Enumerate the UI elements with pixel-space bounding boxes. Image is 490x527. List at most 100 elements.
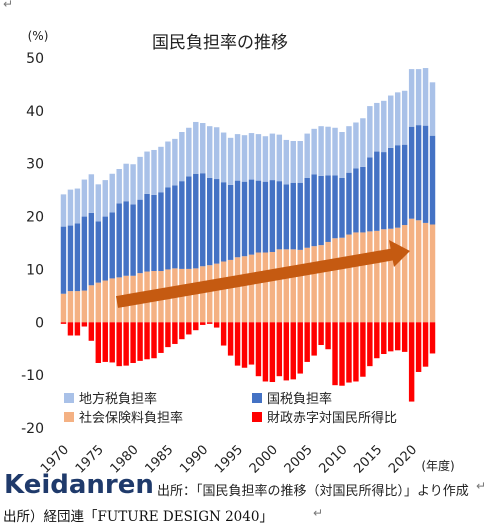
bar-segment	[304, 247, 310, 323]
bar-segment	[269, 180, 276, 252]
bar-segment	[269, 251, 276, 323]
bar-segment-deficit	[193, 322, 199, 331]
bar-segment-deficit	[248, 322, 255, 365]
bar-segment	[283, 139, 290, 185]
bar-segment	[60, 194, 67, 227]
bar-segment-deficit	[213, 322, 220, 328]
bar-segment	[137, 199, 143, 274]
bar-segment	[346, 126, 352, 173]
bar-segment	[401, 90, 408, 145]
bar-segment-deficit	[346, 322, 352, 383]
bar-segment	[206, 265, 213, 323]
bar-segment	[130, 164, 136, 205]
bar-segment	[193, 268, 199, 323]
bar-segment	[130, 204, 136, 276]
bar-segment-deficit	[179, 322, 185, 340]
y-tick-label: 10	[26, 262, 44, 278]
bar-segment-deficit	[415, 322, 422, 372]
bar-segment	[290, 140, 296, 183]
paragraph-return-mark-source: ↵	[476, 479, 487, 493]
bar-segment-deficit	[130, 322, 136, 363]
bar-segment	[367, 231, 373, 323]
bar-segment	[394, 92, 401, 146]
bar-segment	[158, 192, 164, 272]
bar-segment-deficit	[220, 322, 227, 346]
bar-segment	[88, 285, 95, 323]
bar-segment	[151, 194, 157, 272]
bar-segment	[415, 125, 422, 221]
bar-segment	[109, 212, 115, 279]
bar-segment	[95, 221, 102, 283]
bar-segment	[367, 106, 373, 158]
bar-segment	[381, 229, 387, 323]
keidanren-logo: Keidanren	[4, 470, 154, 500]
bar-segment-deficit	[60, 322, 67, 324]
bar-segment	[123, 201, 129, 276]
bar-segment-deficit	[158, 322, 164, 353]
bar-segment-deficit	[262, 322, 269, 382]
trend-arrow-shaft	[115, 248, 397, 308]
bar-segment-deficit	[102, 322, 108, 362]
bar-segment	[151, 149, 157, 195]
bar-segment	[227, 184, 234, 260]
y-tick-label: -20	[21, 421, 44, 437]
bar-segment	[353, 168, 359, 233]
bar-segment	[248, 254, 255, 323]
x-tick-label: 2005	[282, 443, 316, 477]
bar-segment-deficit	[374, 322, 380, 359]
bar-segment-deficit	[151, 322, 157, 359]
bar-segment	[255, 134, 262, 181]
bar-segment	[81, 216, 88, 291]
bar-segment	[374, 230, 380, 323]
y-tick-label: 20	[26, 210, 44, 226]
bar-segment	[332, 175, 338, 239]
bar-segment	[276, 181, 283, 250]
bar-segment	[297, 182, 303, 250]
bar-segment	[269, 133, 276, 181]
bar-segment	[165, 141, 171, 188]
bar-segment-deficit	[283, 322, 290, 381]
x-axis-label: (年度)	[421, 458, 454, 473]
y-axis-ticks: -20 -10 0 10 20 30 40 50	[21, 51, 44, 437]
bar-segment	[102, 216, 108, 281]
bar-segment	[234, 180, 241, 258]
bar-segment	[172, 185, 178, 269]
bar-segment	[74, 223, 81, 292]
bar-segment	[381, 100, 387, 153]
bar-segment-deficit	[297, 322, 303, 374]
bar-segment	[248, 179, 255, 255]
bar-segment-deficit	[401, 322, 408, 352]
bar-segment	[388, 95, 394, 148]
bar-segment	[311, 246, 317, 323]
bar-segment	[325, 241, 331, 323]
bar-segment	[388, 228, 394, 323]
legend-label: 社会保険料負担率	[79, 410, 183, 426]
bar-segment	[67, 225, 74, 292]
bar-segment	[374, 151, 380, 231]
bar-segment	[179, 132, 185, 182]
source-note: 出所：「国民負担率の推移（対国民所得比）」より作成	[157, 484, 469, 499]
bar-segment	[415, 69, 422, 126]
x-tick-label: 1990	[177, 443, 211, 477]
bar-segment	[381, 152, 387, 230]
paragraph-return-mark: ↵	[3, 0, 14, 11]
y-tick-label: -10	[21, 368, 44, 384]
bar-segment-deficit	[332, 322, 338, 386]
bar-segment-deficit	[367, 322, 373, 367]
bar-segment	[193, 121, 199, 174]
bar-segment	[408, 218, 415, 323]
bar-segment-deficit	[429, 322, 436, 354]
bar-segment	[388, 147, 394, 229]
bar-segment	[234, 257, 241, 323]
bar-segment	[353, 232, 359, 323]
bar-segment	[290, 182, 296, 250]
paragraph-return-mark-caption: ↵	[313, 506, 324, 520]
bar-segment-deficit	[325, 322, 331, 350]
bar-segment	[95, 282, 102, 323]
bar-segment	[374, 102, 380, 152]
bar-segment-deficit	[255, 322, 262, 377]
bar-segment-deficit	[137, 322, 143, 361]
bar-segment	[241, 135, 248, 182]
